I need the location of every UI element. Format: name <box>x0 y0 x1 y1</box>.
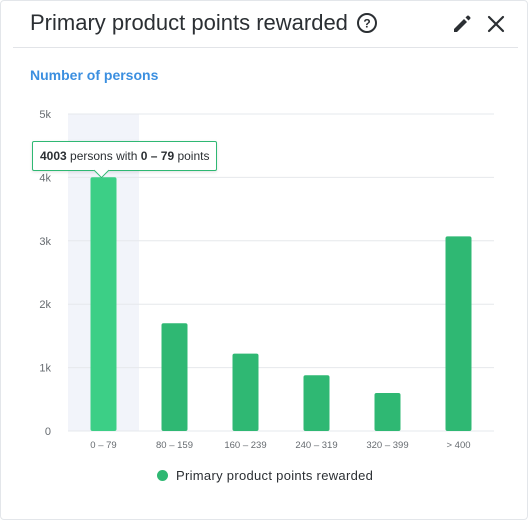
bar[interactable] <box>161 323 188 431</box>
legend-label: Primary product points rewarded <box>176 468 374 483</box>
bar[interactable] <box>232 353 259 431</box>
x-tick-label: 80 – 159 <box>156 440 193 451</box>
x-tick-label: 320 – 399 <box>366 440 408 451</box>
svg-text:?: ? <box>363 17 370 31</box>
y-tick-label: 2k <box>39 299 51 311</box>
tooltip-value: 4003 <box>40 149 67 163</box>
bar[interactable] <box>303 375 330 431</box>
y-tick-label: 4k <box>39 172 51 184</box>
y-tick-label: 5k <box>39 109 51 121</box>
chart-subtitle: Number of persons <box>30 67 159 83</box>
legend-swatch <box>157 470 168 482</box>
tooltip-text-b: points <box>174 149 210 163</box>
y-tick-label: 1k <box>39 363 51 375</box>
help-circle-icon[interactable]: ? <box>356 12 378 34</box>
chart-legend[interactable]: Primary product points rewarded <box>157 468 373 486</box>
pencil-icon[interactable] <box>451 13 473 35</box>
x-tick-label: 0 – 79 <box>90 440 116 451</box>
chart-tooltip: 4003 persons with 0 – 79 points <box>32 141 218 179</box>
widget-title: Primary product points rewarded <box>30 10 348 35</box>
bar[interactable] <box>90 177 117 431</box>
y-tick-label: 0 <box>45 426 51 438</box>
tooltip-text-a: persons with <box>66 149 141 163</box>
x-tick-label: 240 – 319 <box>295 440 337 451</box>
widget-header: Primary product points rewarded ? <box>13 1 518 48</box>
bar[interactable] <box>374 392 401 431</box>
close-icon[interactable] <box>485 13 507 35</box>
bar[interactable] <box>445 236 472 431</box>
x-tick-label: 160 – 239 <box>224 440 266 451</box>
x-tick-label: > 400 <box>446 440 470 451</box>
tooltip-range: 0 – 79 <box>140 149 175 163</box>
y-tick-label: 3k <box>39 236 51 248</box>
